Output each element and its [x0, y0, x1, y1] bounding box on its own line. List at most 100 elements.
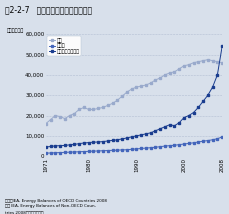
日本	[111, 102, 114, 105]
Text: 資料：IEA, Energy Balances of OECD Countries 2008
及び IEA, Energy Balances of Non-OE: 資料：IEA, Energy Balances of OECD Countrie…	[5, 199, 106, 214]
中国（参照左右）	[144, 132, 147, 135]
中国（参照左右）	[183, 116, 185, 119]
日本	[106, 104, 109, 107]
中国（参照左右）	[149, 132, 152, 134]
中国（参照左右）	[82, 142, 85, 144]
日本	[121, 95, 123, 98]
インド	[87, 150, 90, 153]
中国（参照左右）	[187, 114, 190, 117]
日本	[44, 122, 47, 125]
インド	[221, 136, 224, 138]
日本	[140, 85, 142, 87]
中国（参照左右）	[140, 134, 142, 136]
日本	[178, 68, 181, 70]
中国（参照左右）	[173, 125, 176, 127]
中国（参照左右）	[121, 138, 123, 140]
中国（参照左右）	[207, 94, 209, 97]
中国（参照左右）	[49, 145, 52, 148]
日本	[125, 91, 128, 94]
インド	[135, 148, 138, 150]
日本	[202, 59, 204, 62]
中国（参照左右）	[154, 129, 157, 132]
日本	[63, 117, 66, 120]
日本	[216, 60, 219, 63]
インド	[173, 144, 176, 147]
インド	[44, 152, 47, 155]
インド	[130, 148, 133, 151]
日本	[54, 114, 57, 117]
インド	[144, 147, 147, 149]
インド	[82, 150, 85, 153]
日本	[116, 99, 119, 102]
中国（参照左右）	[44, 146, 47, 148]
日本	[130, 88, 133, 91]
中国（参照左右）	[63, 144, 66, 147]
中国（参照左右）	[78, 142, 81, 145]
インド	[159, 145, 161, 148]
中国（参照左右）	[106, 140, 109, 142]
インド	[125, 149, 128, 151]
日本	[183, 64, 185, 67]
インド	[97, 150, 100, 152]
中国（参照左右）	[92, 141, 95, 143]
中国（参照左右）	[221, 45, 224, 48]
Text: 石油換算トン: 石油換算トン	[7, 28, 24, 33]
インド	[164, 145, 166, 147]
日本	[187, 64, 190, 66]
日本	[78, 108, 81, 111]
中国（参照左右）	[102, 140, 104, 143]
インド	[111, 149, 114, 152]
日本	[168, 71, 171, 74]
インド	[211, 138, 214, 141]
日本	[59, 115, 61, 118]
日本	[173, 71, 176, 73]
日本	[97, 107, 100, 110]
インド	[92, 150, 95, 152]
中国（参照左右）	[87, 141, 90, 144]
日本	[164, 74, 166, 76]
インド	[149, 146, 152, 149]
インド	[178, 143, 181, 146]
インド	[187, 142, 190, 145]
中国（参照左右）	[164, 125, 166, 128]
日本	[211, 59, 214, 62]
中国（参照左右）	[116, 138, 119, 141]
インド	[168, 144, 171, 147]
インド	[202, 140, 204, 143]
Legend: 日本, インド, 中国（参照左右）: 日本, インド, 中国（参照左右）	[47, 36, 82, 56]
中国（参照左右）	[111, 139, 114, 142]
日本	[87, 108, 90, 111]
インド	[106, 149, 109, 152]
Text: 図2-2-7   ガソリン最終消費量の推移: 図2-2-7 ガソリン最終消費量の推移	[5, 5, 92, 14]
インド	[116, 149, 119, 152]
中国（参照左右）	[197, 106, 200, 109]
日本	[92, 108, 95, 111]
中国（参照左右）	[125, 137, 128, 139]
中国（参照左右）	[97, 141, 100, 143]
中国（参照左右）	[73, 143, 76, 146]
インド	[73, 151, 76, 153]
Line: 日本: 日本	[45, 59, 223, 125]
Line: 中国（参照左右）: 中国（参照左右）	[45, 45, 223, 148]
日本	[154, 79, 157, 81]
中国（参照左右）	[216, 74, 219, 76]
日本	[221, 61, 224, 64]
インド	[154, 146, 157, 149]
インド	[121, 149, 123, 151]
日本	[159, 77, 161, 79]
中国（参照左右）	[168, 123, 171, 126]
中国（参照左右）	[211, 86, 214, 88]
インド	[192, 141, 195, 144]
インド	[49, 152, 52, 154]
中国（参照左右）	[135, 135, 138, 137]
インド	[59, 151, 61, 154]
インド	[216, 137, 219, 140]
日本	[102, 106, 104, 109]
中国（参照左右）	[130, 136, 133, 138]
日本	[82, 106, 85, 109]
中国（参照左右）	[68, 144, 71, 146]
日本	[68, 114, 71, 117]
インド	[68, 151, 71, 153]
中国（参照左右）	[54, 145, 57, 147]
インド	[54, 152, 57, 154]
